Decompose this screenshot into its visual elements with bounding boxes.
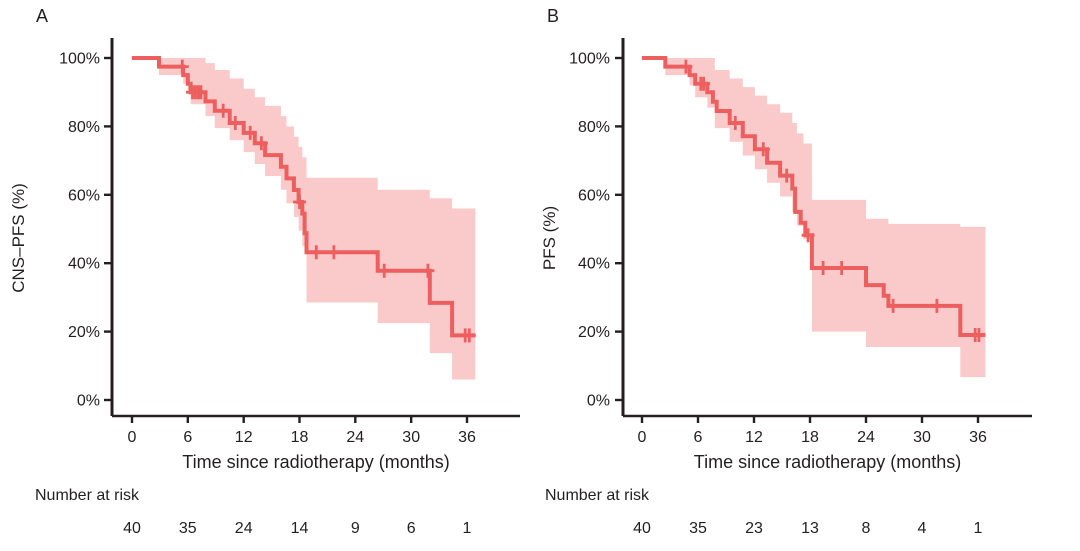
km-panel-b-chart: 0 40 6 35 12 23 18 13 24 8 30 4 36 1 0% 20% 40% 60% 80% 100… — [540, 6, 1032, 537]
x-tick-label: 0 — [128, 429, 137, 446]
censor-mark — [293, 195, 306, 209]
x-tick-label: 36 — [969, 429, 987, 446]
x-tick-label: 18 — [291, 429, 309, 446]
x-axis-title: Time since radiotherapy (months) — [694, 452, 961, 472]
risk-count: 8 — [862, 520, 871, 537]
x-tick-label: 36 — [458, 429, 476, 446]
censor-mark — [421, 263, 435, 278]
x-tick-label: 12 — [235, 429, 253, 446]
y-tick-label: 60% — [578, 187, 610, 204]
risk-count: 35 — [689, 520, 707, 537]
censor-mark — [835, 261, 849, 275]
risk-count: 23 — [745, 520, 763, 537]
censor-mark — [228, 116, 242, 130]
censor-mark — [194, 85, 208, 100]
censor-mark — [728, 116, 742, 130]
x-tick-label: 18 — [801, 429, 819, 446]
x-tick-label: 6 — [183, 429, 192, 446]
y-tick-label: 0% — [587, 393, 610, 410]
censor-mark — [679, 59, 693, 74]
risk-count: 9 — [351, 520, 360, 537]
risk-count: 6 — [407, 520, 416, 537]
censor-mark — [175, 59, 189, 74]
y-tick-label: 100% — [569, 51, 610, 68]
risk-count: 40 — [123, 520, 141, 537]
risk-count: 40 — [633, 520, 651, 537]
x-tick-label: 30 — [402, 429, 420, 446]
y-tick-label: 80% — [68, 119, 100, 136]
censor-mark — [254, 136, 268, 151]
censor-mark — [780, 168, 794, 183]
censor-mark — [756, 142, 770, 157]
km-panel-a-chart: 0 40 6 35 12 24 18 14 24 9 30 6 36 1 0% 20% 40% 60% 80% 100… — [9, 6, 520, 537]
x-tick-label: 6 — [694, 429, 703, 446]
confidence-band — [159, 58, 476, 380]
panel-letter: B — [547, 6, 559, 26]
y-axis-title: PFS (%) — [540, 206, 559, 270]
x-axis-title: Time since radiotherapy (months) — [182, 452, 449, 472]
risk-count: 24 — [235, 520, 253, 537]
censor-mark — [327, 245, 341, 260]
censor-mark — [886, 298, 900, 313]
y-tick-label: 40% — [68, 256, 100, 273]
panel-letter: A — [36, 6, 48, 26]
x-tick-label: 0 — [638, 429, 647, 446]
risk-count: 1 — [463, 520, 472, 537]
y-axis-title: CNS–PFS (%) — [9, 183, 28, 293]
risk-count: 13 — [801, 520, 819, 537]
y-tick-label: 20% — [578, 324, 610, 341]
y-tick-label: 60% — [68, 187, 100, 204]
censor-mark — [801, 228, 815, 243]
censor-mark — [377, 263, 391, 278]
censor-mark — [930, 298, 944, 313]
x-tick-label: 24 — [857, 429, 875, 446]
risk-count: 14 — [291, 520, 309, 537]
confidence-band — [665, 58, 986, 378]
risk-count: 1 — [974, 520, 983, 537]
censor-mark — [216, 103, 230, 118]
risk-count: 35 — [179, 520, 197, 537]
number-at-risk-label: Number at risk — [545, 487, 650, 504]
censor-mark — [309, 245, 323, 260]
censor-mark — [972, 328, 986, 342]
censor-mark — [462, 328, 476, 343]
y-tick-label: 80% — [578, 119, 610, 136]
censor-mark — [816, 261, 830, 275]
x-tick-label: 12 — [745, 429, 763, 446]
x-tick-label: 24 — [346, 429, 364, 446]
x-tick-label: 30 — [913, 429, 931, 446]
censor-mark — [243, 125, 257, 140]
censor-mark — [697, 76, 711, 91]
y-tick-label: 0% — [77, 393, 100, 410]
number-at-risk-label: Number at risk — [35, 487, 140, 504]
y-tick-label: 40% — [578, 256, 610, 273]
y-tick-label: 100% — [59, 51, 100, 68]
risk-count: 4 — [918, 520, 927, 537]
y-tick-label: 20% — [68, 324, 100, 341]
